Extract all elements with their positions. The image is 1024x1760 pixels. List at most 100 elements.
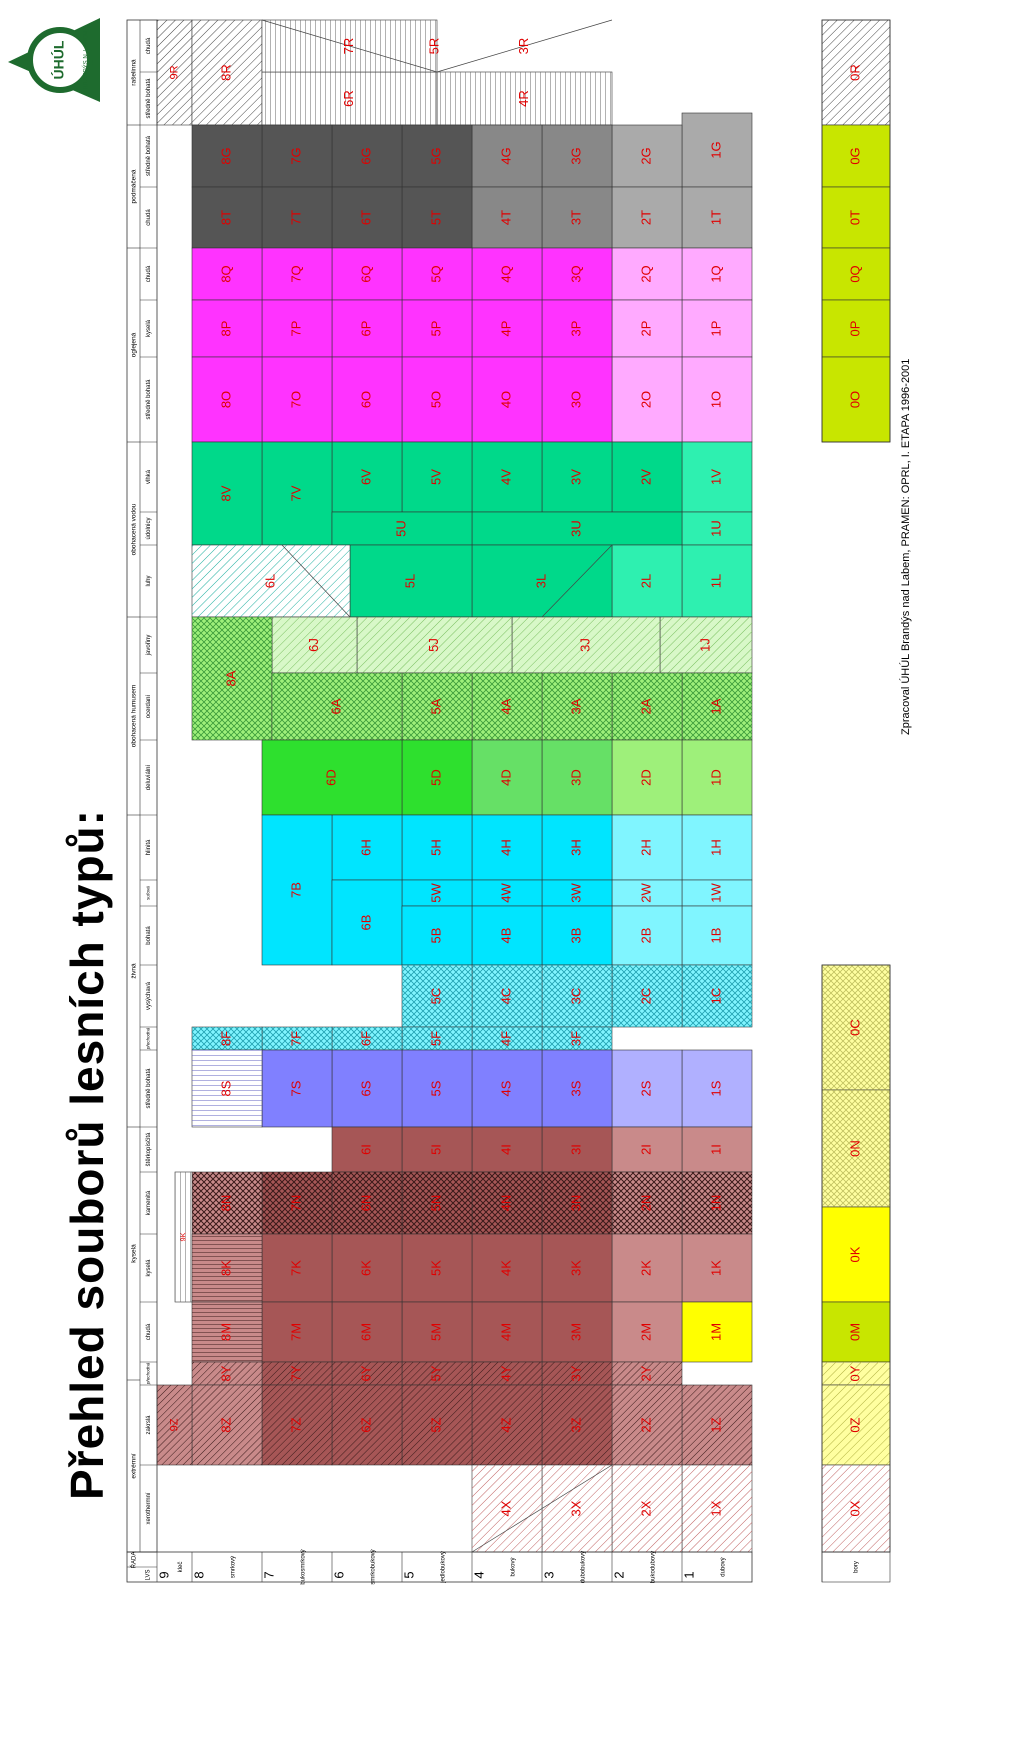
subcol-header-label: luhy	[146, 575, 152, 586]
subcol-header-label: deluviální	[146, 764, 152, 790]
cell-6m-label: 6M	[358, 1323, 373, 1341]
cell-1z-hatch	[682, 1385, 752, 1465]
bory-cell-0m-label: 0M	[847, 1323, 862, 1341]
cell-6q-label: 6Q	[358, 265, 373, 282]
cell-2n-hatch	[612, 1172, 682, 1234]
cell-8s-label: 8S	[218, 1080, 233, 1096]
cell-3s-label: 3S	[568, 1080, 583, 1096]
zone-name: bukosmrkový	[301, 1549, 307, 1584]
cell-3m-label: 3M	[568, 1323, 583, 1341]
cell-4o	[471, 356, 543, 443]
cell-2b	[611, 905, 683, 966]
cell-8m-label: 8M	[218, 1323, 233, 1341]
cell-8g	[191, 124, 263, 188]
cell-1o-label: 1O	[708, 391, 723, 408]
cell-1c-hatch	[682, 965, 752, 1027]
cell-5s	[401, 1049, 473, 1128]
cell-3z-hatch	[542, 1385, 612, 1465]
cell-2h	[611, 814, 683, 881]
cell-2a-hatch	[612, 673, 682, 740]
cell-1s	[681, 1049, 753, 1128]
cell-2g	[611, 124, 683, 188]
cell-4b-label: 4B	[498, 928, 513, 944]
cell-5g-label: 5G	[428, 147, 443, 164]
cell-6v-label: 6V	[358, 469, 373, 485]
cell-6r-label: 6R	[341, 90, 356, 107]
cell-2m-label: 2M	[638, 1323, 653, 1341]
cell-7n-label: 7N	[288, 1195, 303, 1212]
cell-1j-hatch	[660, 617, 752, 673]
forest-type-cells	[156, 19, 753, 1553]
cell-1v-label: 1V	[708, 469, 723, 485]
cell-7o	[261, 356, 333, 443]
group-header-label: extrémní	[131, 1453, 138, 1478]
cell-5j-label: 5J	[426, 638, 441, 652]
cell-7p	[261, 299, 333, 358]
cell-5t	[401, 186, 473, 249]
cell-4m-label: 4M	[498, 1323, 513, 1341]
cell-7r-label: 7R	[341, 38, 356, 55]
cell-6p	[331, 299, 403, 358]
bory-cell-0p	[821, 299, 891, 358]
subcol-header-label: středně bohatá	[146, 379, 152, 420]
cell-7f-label: 7F	[288, 1031, 303, 1046]
cell-1d	[681, 739, 753, 816]
cell-6h	[331, 814, 403, 881]
cell-5w	[401, 879, 473, 907]
cell-6i	[331, 1126, 403, 1173]
cell-6s	[331, 1049, 403, 1128]
bory-cell-0c-label: 0C	[847, 1019, 862, 1036]
cell-8z-hatch	[192, 1385, 262, 1465]
bory-cell-0z-label: 0Z	[847, 1417, 862, 1432]
cell-1x-hatch	[682, 1465, 752, 1552]
bory-column	[821, 19, 891, 1553]
cell-6f-hatch	[332, 1027, 402, 1050]
cell-8y-hatch	[192, 1362, 262, 1385]
cell-7m-label: 7M	[288, 1323, 303, 1341]
zone-number: 3	[541, 1571, 556, 1578]
cell-2z-hatch	[612, 1385, 682, 1465]
subcol-header-label: ocerdaní	[146, 694, 152, 718]
cell-4a-hatch	[472, 673, 542, 740]
group-header-label: oglejená	[131, 332, 138, 357]
cell-5c-label: 5C	[428, 988, 443, 1005]
cell-5z-hatch	[402, 1385, 472, 1465]
cell-2y-hatch	[612, 1362, 682, 1385]
bory-cell-0o	[821, 356, 891, 443]
cell-6k-label: 6K	[358, 1260, 373, 1276]
cell-9k-label: 9K	[178, 1232, 187, 1241]
cell-3x-label: 3X	[568, 1500, 583, 1516]
cell-6j-label: 6J	[306, 638, 321, 652]
cell-1m	[681, 1301, 753, 1363]
group-header-label: rašelinná	[131, 59, 138, 86]
cell-8k-label: 8K	[218, 1260, 233, 1276]
cell-3n-hatch	[542, 1172, 612, 1234]
cell-3c-label: 3C	[568, 988, 583, 1005]
cell-2t-label: 2T	[638, 210, 653, 225]
cell-3f-hatch	[542, 1027, 612, 1050]
cell-4k-label: 4K	[498, 1260, 513, 1276]
bory-cell-0g-label: 0G	[847, 147, 862, 164]
cell-1d-label: 1D	[708, 769, 723, 786]
cell-5l-label: 5L	[402, 574, 417, 588]
cell-4c-hatch	[472, 965, 542, 1027]
cell-6o-label: 6O	[358, 391, 373, 408]
cell-4p-label: 4P	[498, 321, 513, 337]
cell-2q	[611, 247, 683, 301]
bory-cell-0k-label: 0K	[847, 1246, 862, 1262]
cell-1u-label: 1U	[708, 520, 723, 537]
cell-5j-hatch	[357, 617, 512, 673]
bory-cell-0y-label: 0Y	[847, 1365, 862, 1381]
subcol-header-label: javořiny	[146, 635, 152, 657]
cell-4o-label: 4O	[498, 391, 513, 408]
zone-number: 6	[331, 1571, 346, 1578]
cell-3q-label: 3Q	[568, 265, 583, 282]
cell-4z-hatch	[472, 1385, 542, 1465]
cell-3r-label: 3R	[516, 38, 531, 55]
cell-1o	[681, 356, 753, 443]
cell-7s-label: 7S	[288, 1080, 303, 1096]
cell-5o-label: 5O	[428, 391, 443, 408]
cell-2l	[611, 544, 683, 618]
cell-2k	[611, 1233, 683, 1303]
zone-name: kleč	[178, 1562, 184, 1573]
